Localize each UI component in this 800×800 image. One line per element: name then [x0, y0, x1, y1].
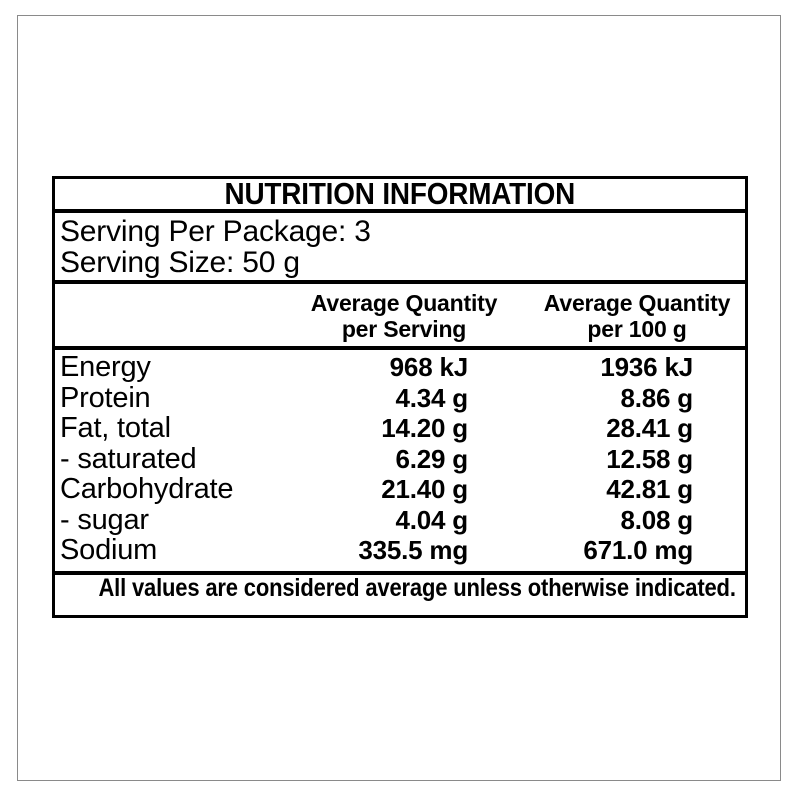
value-per-100g: 8.86 g [620, 382, 693, 413]
value-per-100g: 42.81 g [606, 474, 693, 504]
value-per-100g: 1936 kJ [600, 352, 693, 382]
nutrient-table: Energy 968 kJ 1936 kJ Protein 4.34 g 8.86 g Fa… [55, 350, 745, 571]
column-headers: Average Quantity per Serving Average Qua… [55, 284, 745, 346]
value-per-100g: 12.58 g [606, 443, 693, 474]
footnote: All values are considered average unless… [55, 575, 745, 603]
nutrient-name: - sugar [60, 503, 149, 536]
divider-title-serving [55, 209, 745, 213]
label-title: NUTRITION INFORMATION [55, 176, 745, 211]
table-row: Fat, total 14.20 g 28.41 g [55, 413, 745, 444]
footnote-text: All values are considered average unless… [98, 574, 736, 602]
table-row: Protein 4.34 g 8.86 g [55, 381, 745, 414]
value-per-serving: 14.20 g [381, 413, 468, 443]
header-gap [513, 290, 529, 342]
serving-size: Serving Size: 50 g [60, 246, 300, 279]
header-per-serving-line1: Average Quantity [310, 289, 498, 316]
nutrient-name: Energy [60, 351, 151, 383]
table-row: Energy 968 kJ 1936 kJ [55, 352, 745, 383]
value-per-serving: 6.29 g [395, 443, 468, 474]
nutrient-name: Protein [60, 381, 151, 414]
header-per-100g: Average Quantity per 100 g [529, 290, 745, 342]
header-per-serving: Average Quantity per Serving [295, 290, 513, 342]
nutrition-label: NUTRITION INFORMATION Serving Per Packag… [52, 176, 748, 618]
value-per-serving: 968 kJ [389, 352, 469, 382]
table-row: - sugar 4.04 g 8.08 g [55, 503, 745, 536]
table-row: - saturated 6.29 g 12.58 g [55, 442, 745, 475]
value-per-100g: 8.08 g [620, 504, 693, 535]
value-per-serving: 335.5 mg [358, 535, 468, 565]
divider-headers-data [55, 346, 745, 350]
serving-per-package: Serving Per Package: 3 [60, 215, 371, 248]
nutrient-name: Fat, total [60, 412, 171, 444]
nutrient-name: Carbohydrate [60, 473, 234, 505]
table-row: Sodium 335.5 mg 671.0 mg [55, 535, 745, 566]
header-per-100g-line2: per 100 g [587, 315, 687, 342]
nutrient-name: Sodium [60, 534, 158, 566]
value-per-100g: 671.0 mg [583, 535, 693, 565]
header-per-serving-line2: per Serving [341, 315, 467, 342]
header-per-100g-line1: Average Quantity [543, 289, 731, 316]
divider-data-footnote [55, 571, 745, 575]
value-per-serving: 21.40 g [381, 474, 468, 504]
value-per-serving: 4.04 g [395, 504, 468, 535]
nutrient-name: - saturated [60, 442, 197, 475]
value-per-serving: 4.34 g [395, 382, 468, 413]
table-row: Carbohydrate 21.40 g 42.81 g [55, 474, 745, 505]
divider-serving-headers [55, 280, 745, 284]
value-per-100g: 28.41 g [606, 413, 693, 443]
serving-info: Serving Per Package: 3 Serving Size: 50 … [55, 213, 745, 280]
header-spacer [55, 290, 295, 342]
label-title-text: NUTRITION INFORMATION [224, 176, 576, 211]
